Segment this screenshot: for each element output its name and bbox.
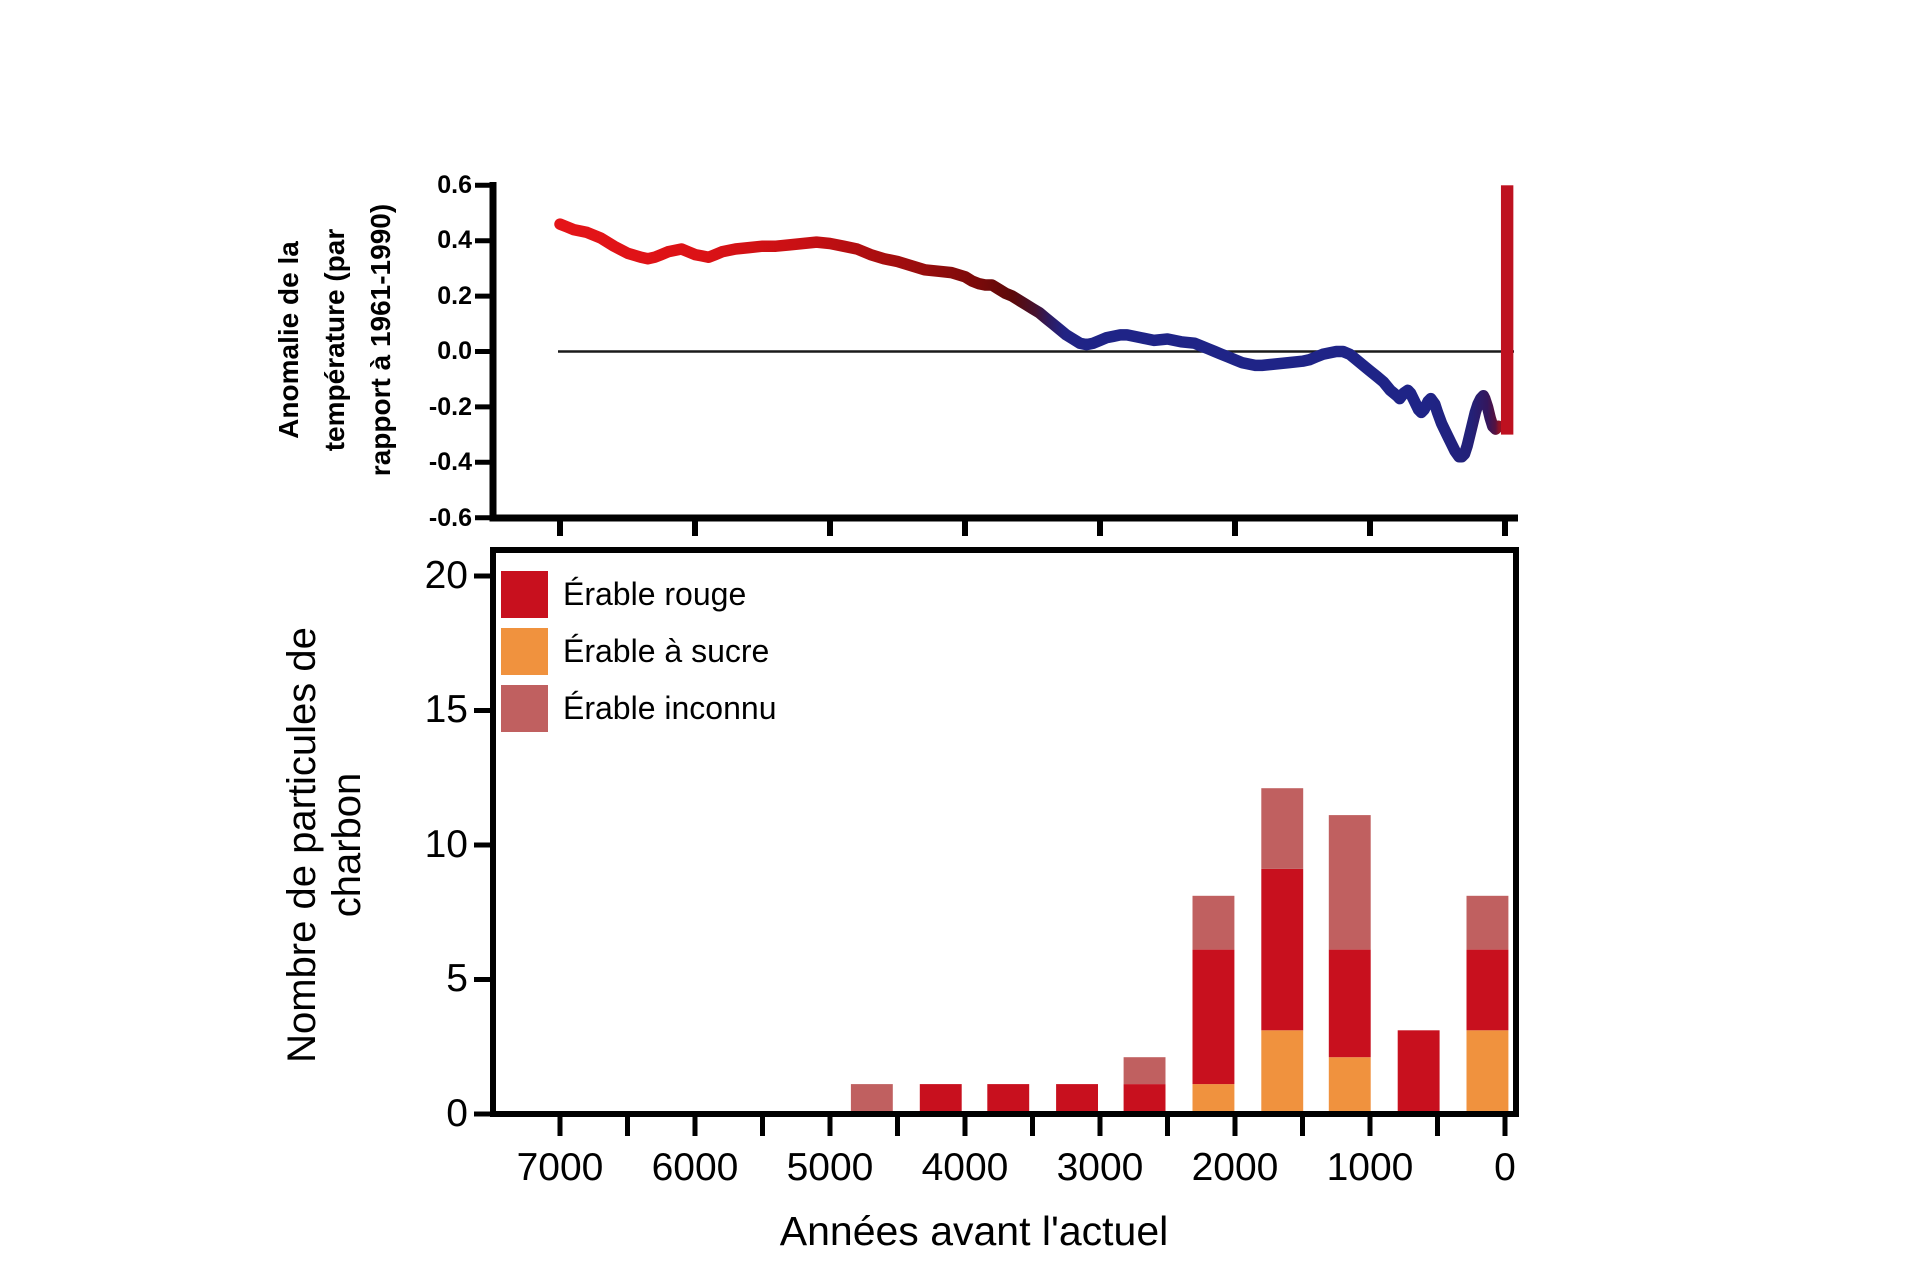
bar-segment-rouge [919, 1084, 962, 1111]
xtick-label-1000: 1000 [1326, 1146, 1414, 1189]
bar-segment-inconnu [850, 1084, 893, 1111]
temp-ytick-label: -0.6 [428, 504, 472, 532]
bar-segment-inconnu [1466, 895, 1509, 950]
xtick-label-3000: 3000 [1056, 1146, 1144, 1189]
legend-swatch-erable-inconnu [501, 685, 548, 732]
xtick-label-2000: 2000 [1191, 1146, 1279, 1189]
bar-segment-rouge [987, 1084, 1030, 1111]
legend-swatch-erable-a-sucre [501, 628, 548, 675]
temperature-anomaly-chart [475, 182, 1518, 536]
bar-segment-rouge [1192, 949, 1235, 1085]
bar-segment-inconnu [1261, 788, 1304, 869]
temp-ytick-label: 0.6 [437, 171, 472, 199]
charcoal-ytick-label: 10 [424, 823, 468, 866]
temp-ytick-label: 0.0 [437, 337, 472, 365]
legend-label-erable-a-sucre: Érable à sucre [563, 633, 770, 669]
temp-ytick-label: 0.4 [437, 226, 472, 254]
bar-segment-inconnu [1328, 815, 1371, 950]
x-axis-title: Années avant l'actuel [779, 1208, 1169, 1254]
bar-segment-sucre [1328, 1057, 1371, 1111]
bar-segment-rouge [1123, 1084, 1166, 1111]
charcoal-ytick-label: 20 [424, 554, 468, 597]
legend-label-erable-inconnu: Érable inconnu [563, 690, 777, 726]
charcoal-ytick-label: 15 [424, 688, 468, 731]
charcoal-bar-chart [474, 547, 1519, 1136]
xtick-label-7000: 7000 [516, 1146, 604, 1189]
charcoal-ytick-label: 5 [446, 957, 468, 1000]
bar-segment-rouge [1397, 1030, 1440, 1111]
bar-segment-rouge [1328, 949, 1371, 1058]
charcoal-y-axis-title: Nombre de particules de charbon [280, 495, 370, 1195]
temp-ytick-label: -0.4 [428, 448, 472, 476]
legend-label-erable-rouge: Érable rouge [563, 576, 747, 612]
xtick-label-4000: 4000 [921, 1146, 1009, 1189]
temp-ytick-label: -0.2 [428, 393, 472, 421]
charcoal-y-axis-title-line: charbon [325, 772, 369, 918]
charcoal-y-axis-title-line: Nombre de particules de [280, 627, 324, 1063]
bar-segment-rouge [1261, 868, 1304, 1031]
xtick-label-0: 0 [1494, 1146, 1516, 1189]
charcoal-frame [490, 547, 1519, 1117]
charcoal-ytick-label: 0 [446, 1092, 468, 1135]
bar-segment-inconnu [1192, 895, 1235, 950]
bar-segment-sucre [1192, 1084, 1235, 1111]
bar-segment-inconnu [1123, 1057, 1166, 1085]
xtick-label-6000: 6000 [651, 1146, 739, 1189]
bar-segment-sucre [1466, 1030, 1509, 1111]
legend-swatch-erable-rouge [501, 571, 548, 618]
bar-segment-rouge [1056, 1084, 1098, 1111]
xtick-label-5000: 5000 [786, 1146, 874, 1189]
temperature-anomaly-line [554, 218, 1505, 463]
bar-segment-sucre [1261, 1030, 1304, 1111]
temp-ytick-label: 0.2 [437, 282, 472, 310]
bar-segment-rouge [1466, 949, 1509, 1031]
recent-warming-spike [1500, 185, 1514, 435]
